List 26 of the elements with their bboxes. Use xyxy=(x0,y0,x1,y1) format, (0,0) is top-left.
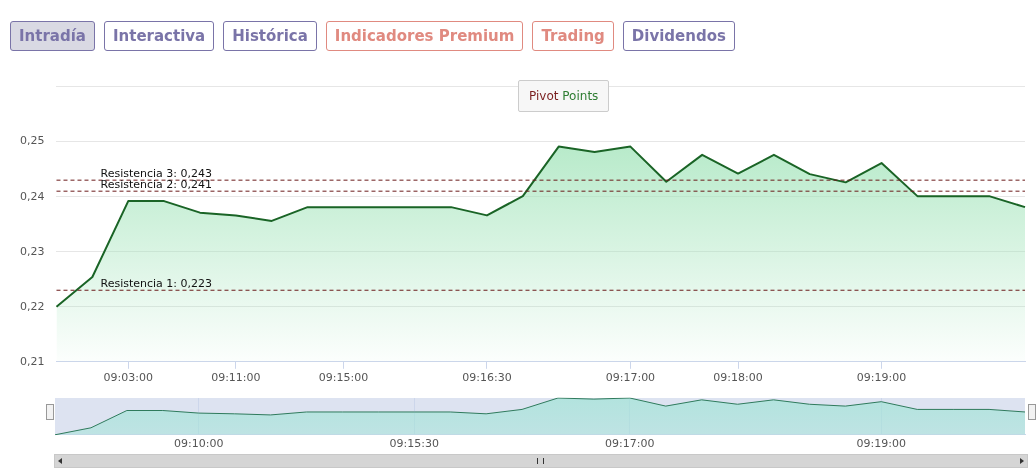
y-tick-label: 0,25 xyxy=(19,134,45,148)
text: Histórica xyxy=(223,21,317,51)
ref-line-label: Resistencia 2: 0,241 xyxy=(100,177,213,191)
x-tick-label: 09:15:00 xyxy=(318,371,369,385)
y-tick-label: 0,22 xyxy=(19,299,45,313)
annotation: Pivot Points xyxy=(529,89,599,103)
text: Dividendos xyxy=(622,21,735,51)
text: Trading xyxy=(532,21,614,51)
x-tick-label: 09:17:00 xyxy=(605,371,656,385)
text: Interactiva xyxy=(103,21,215,51)
x-tick-label: 09:19:00 xyxy=(856,437,906,451)
x-tick-label: 09:10:00 xyxy=(174,437,224,451)
text: Intradía xyxy=(10,21,95,51)
x-tick-label: 09:16:30 xyxy=(462,371,512,385)
y-tick-label: 0,21 xyxy=(19,354,45,368)
ref-line-label: Resistencia 1: 0,223 xyxy=(100,276,213,290)
x-tick-label: 09:18:00 xyxy=(713,371,763,385)
x-tick-label: 09:17:00 xyxy=(605,437,655,451)
y-tick-label: 0,24 xyxy=(19,189,45,203)
text: Indicadores Premium xyxy=(325,21,524,51)
ref-line-label: Resistencia 3: 0,243 xyxy=(100,166,213,180)
y-tick-label: 0,23 xyxy=(19,244,45,258)
x-tick-label: 09:19:00 xyxy=(856,371,907,385)
x-tick-label: 09:11:00 xyxy=(211,371,261,385)
x-tick-label: 09:03:00 xyxy=(103,371,153,385)
x-tick-label: 09:15:30 xyxy=(389,437,439,451)
